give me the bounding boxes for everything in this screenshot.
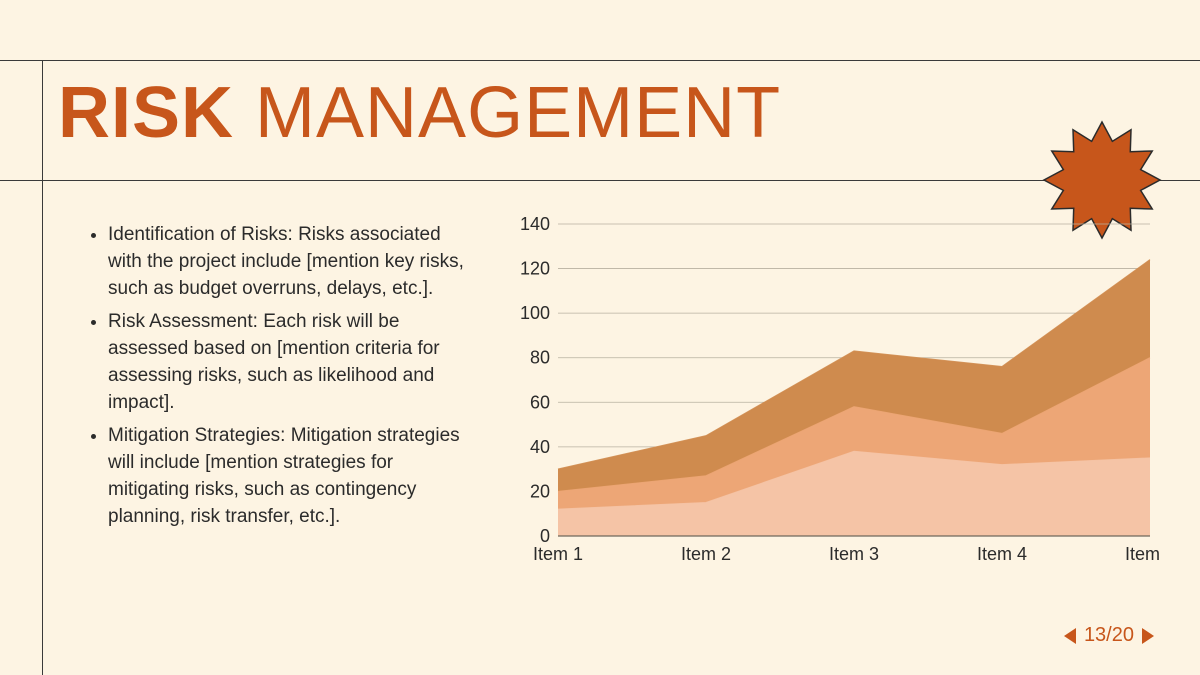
bullet-list: Identification of Risks: Risks associate… — [86, 222, 476, 537]
svg-text:Item 5: Item 5 — [1125, 544, 1160, 564]
svg-text:Item 1: Item 1 — [533, 544, 583, 564]
rule-vertical — [42, 60, 43, 675]
rule-top — [0, 60, 1200, 61]
svg-text:80: 80 — [530, 348, 550, 368]
title-word-2: MANAGEMENT — [255, 73, 781, 153]
list-item: Risk Assessment: Each risk will be asses… — [108, 309, 476, 417]
pager: 13/20 — [1064, 624, 1154, 647]
svg-text:Item 4: Item 4 — [977, 544, 1027, 564]
rule-mid — [0, 180, 1200, 181]
list-item: Identification of Risks: Risks associate… — [108, 222, 476, 303]
page-indicator: 13/20 — [1084, 624, 1134, 647]
svg-text:120: 120 — [520, 259, 550, 279]
svg-text:0: 0 — [540, 526, 550, 546]
svg-text:Item 3: Item 3 — [829, 544, 879, 564]
page-title: RISK MANAGEMENT — [58, 72, 781, 154]
next-page-icon[interactable] — [1142, 628, 1154, 644]
svg-text:40: 40 — [530, 437, 550, 457]
svg-text:100: 100 — [520, 303, 550, 323]
svg-text:140: 140 — [520, 214, 550, 234]
list-item: Mitigation Strategies: Mitigation strate… — [108, 423, 476, 531]
risk-stacked-area-chart: 0 20 40 60 80 100 120 140 Item 1 Item 2 Item 3 Item… — [500, 214, 1160, 574]
title-word-1: RISK — [58, 73, 234, 153]
svg-text:20: 20 — [530, 481, 550, 501]
prev-page-icon[interactable] — [1064, 628, 1076, 644]
svg-text:60: 60 — [530, 392, 550, 412]
svg-text:Item 2: Item 2 — [681, 544, 731, 564]
